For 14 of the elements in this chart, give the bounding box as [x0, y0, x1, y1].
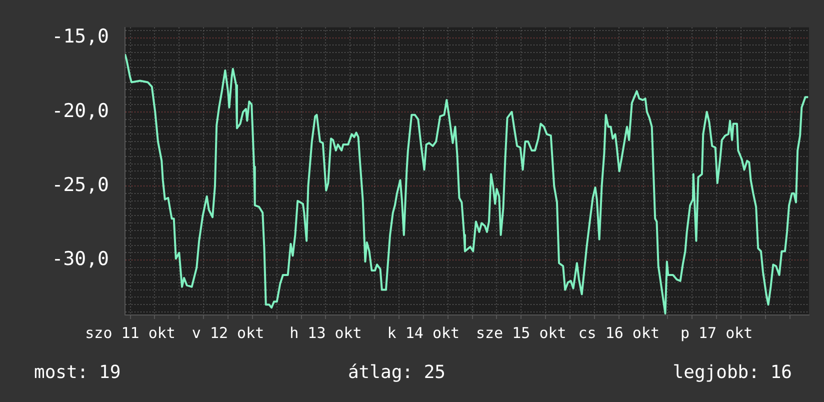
- x-tick-label: szo 11 okt: [85, 324, 176, 342]
- x-tick-label: cs 16 okt: [578, 324, 660, 342]
- text: legjobb: 16: [672, 362, 792, 383]
- y-tick-label: -25,0: [52, 174, 109, 196]
- x-tick-label: sze 15 okt: [476, 324, 566, 342]
- x-tick-label: k 14 okt: [387, 324, 460, 342]
- y-tick-label: -30,0: [52, 248, 109, 270]
- x-tick-label: p 17 okt: [680, 324, 753, 342]
- y-tick-label: -20,0: [52, 100, 109, 122]
- x-tick-label: v 12 okt: [192, 324, 264, 342]
- x-tick-label: h 13 okt: [290, 324, 362, 342]
- text: most: 19: [34, 362, 121, 383]
- y-tick-label: -15,0: [52, 26, 109, 48]
- text: átlag: 25: [348, 362, 446, 383]
